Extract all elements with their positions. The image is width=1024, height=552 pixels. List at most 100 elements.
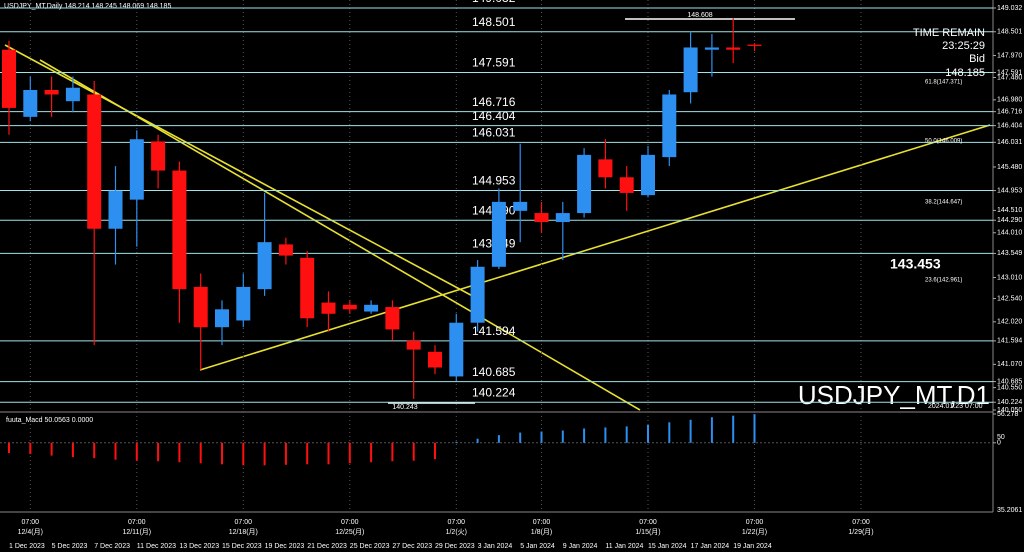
y-tick-label: 142.540: [997, 295, 1022, 302]
histogram-bar: [306, 442, 309, 465]
histogram-bar: [412, 442, 415, 461]
histogram-bar: [625, 426, 628, 443]
level-label: 148.501: [472, 15, 516, 29]
histogram-bar: [455, 441, 458, 443]
annotation: 140.243: [392, 404, 417, 411]
candle-body: [342, 304, 357, 310]
x-tick-label: 1 Dec 2023: [9, 543, 45, 550]
y-tick-label: 143.549: [997, 250, 1022, 257]
histogram-bar: [71, 442, 74, 458]
histogram-bar: [327, 442, 330, 465]
histogram-bar: [348, 442, 351, 464]
info-text: 148.185: [945, 67, 985, 79]
trendlines: [4, 18, 991, 411]
candle-body: [65, 87, 80, 102]
histogram-bar: [583, 428, 586, 443]
candle-body: [364, 304, 379, 312]
x-tick-label: 3 Jan 2024: [478, 543, 513, 550]
trendline: [4, 44, 481, 301]
candle-body: [577, 154, 592, 214]
histogram-bar: [135, 442, 138, 461]
candle-body: [300, 257, 315, 319]
candle-body: [215, 309, 229, 328]
y-tick-label: 147.970: [997, 52, 1022, 59]
candle-body: [44, 89, 59, 95]
x-tick-label: 19 Dec 2023: [265, 543, 305, 550]
level-label: 144.953: [472, 174, 516, 188]
y-tick-label: 0: [997, 440, 1001, 447]
week-time: 07:00: [22, 519, 40, 526]
info-text: TIME REMAIN: [913, 27, 985, 39]
x-tick-label: 27 Dec 2023: [392, 543, 432, 550]
histogram-bar: [689, 419, 692, 443]
x-tick-label: 13 Dec 2023: [179, 543, 219, 550]
x-tick-label: 21 Dec 2023: [307, 543, 347, 550]
candle-body: [193, 286, 208, 328]
histogram-bar: [604, 427, 607, 443]
histogram-bar: [710, 417, 713, 443]
indicator-title: fuuta_Macd 50.0563 0.0000: [6, 417, 93, 424]
candle-body: [619, 177, 634, 193]
candle-body: [385, 307, 400, 330]
candle-body: [428, 351, 442, 368]
watermark: USDJPY_MT,D1: [798, 380, 990, 410]
candle-body: [129, 139, 144, 200]
y-tick-label: 143.010: [997, 274, 1022, 281]
week-time: 07:00: [341, 519, 359, 526]
candle-body: [257, 242, 272, 290]
candle-body: [449, 322, 464, 377]
candle-body: [726, 47, 741, 50]
x-tick-label: 11 Jan 2024: [605, 543, 643, 550]
info-text: Bid: [969, 53, 985, 65]
y-tick-label: 149.032: [997, 5, 1022, 12]
level-label: 140.224: [472, 385, 516, 399]
histogram-bar: [732, 415, 735, 443]
histogram-bar: [540, 431, 543, 443]
candle-body: [172, 170, 187, 290]
trendline: [39, 59, 641, 411]
level-label: 146.031: [472, 125, 516, 139]
level-label: 140.685: [472, 365, 516, 379]
candle-body: [236, 286, 251, 321]
histogram-bar: [476, 438, 479, 443]
y-tick-label: 146.404: [997, 122, 1022, 129]
annotation: 50.0(146.009): [925, 139, 962, 145]
histogram-bar: [263, 442, 266, 466]
candle-body: [278, 244, 293, 256]
level-label: 147.591: [472, 56, 516, 70]
candle-body: [151, 141, 166, 171]
level-label: 146.404: [472, 109, 516, 123]
candle-body: [598, 159, 613, 178]
annotation: 148.608: [687, 12, 712, 19]
level-label: 149.032: [472, 0, 516, 5]
week-time: 07:00: [448, 519, 466, 526]
x-tick-label: 15 Jan 2024: [648, 543, 687, 550]
histogram-bar: [391, 442, 394, 462]
y-tick-label: 148.501: [997, 29, 1022, 36]
y-tick-label: 140.685: [997, 378, 1022, 385]
candle-body: [108, 190, 123, 229]
y-tick-label: 140.224: [997, 399, 1022, 406]
y-tick-label: 144.953: [997, 187, 1022, 194]
week-date: 12/18(月): [229, 528, 258, 536]
y-tick-label: 140.050: [997, 407, 1022, 414]
candle-body: [23, 89, 38, 117]
histogram-bar: [284, 442, 287, 465]
x-tick-label: 25 Dec 2023: [350, 543, 390, 550]
week-date: 1/22(月): [742, 528, 767, 536]
week-date: 1/15(月): [635, 528, 660, 536]
annotation: 61.8(147.371): [925, 80, 962, 86]
week-date: 12/25(月): [335, 528, 364, 536]
y-tick-label: 56.278: [997, 411, 1019, 418]
week-time: 07:00: [639, 519, 657, 526]
week-time: 07:00: [533, 519, 551, 526]
candle-body: [704, 47, 719, 50]
histogram-bar: [434, 442, 436, 460]
y-tick-label: 144.010: [997, 230, 1022, 237]
week-time: 07:00: [128, 519, 146, 526]
x-tick-label: 9 Jan 2024: [563, 543, 598, 550]
y-tick-label: 146.031: [997, 139, 1022, 146]
y-tick-label: 141.070: [997, 361, 1022, 368]
candle-body: [321, 302, 336, 314]
